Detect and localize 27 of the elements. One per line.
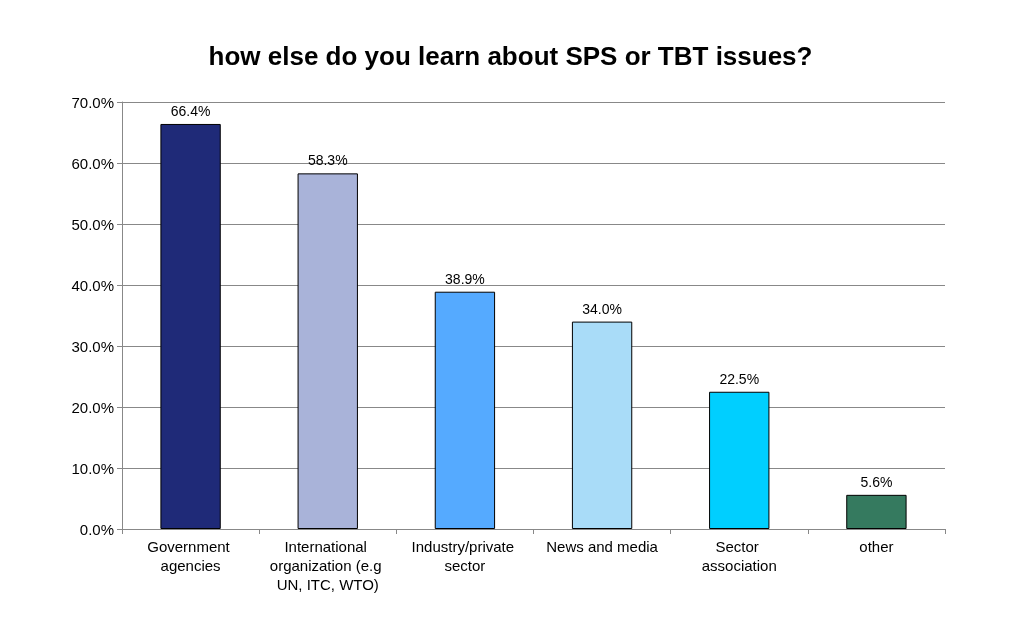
y-tick-label: 30.0% <box>71 337 114 355</box>
chart-title: how else do you learn about SPS or TBT issues? <box>208 41 813 71</box>
bar <box>571 321 633 529</box>
x-tick-label: other <box>859 538 894 555</box>
bar <box>160 123 221 529</box>
y-tick-label: 70.0% <box>71 93 114 111</box>
bar <box>709 391 770 529</box>
x-tick-label: News and media <box>546 538 659 555</box>
y-tick-label: 60.0% <box>71 154 114 172</box>
x-tick-label: International organization (e.g UN, ITC, WTO) <box>269 538 386 593</box>
data-label: 5.6% <box>860 473 893 490</box>
data-label: 38.9% <box>445 270 485 287</box>
data-label: 34.0% <box>582 300 622 317</box>
y-tick-label: 0.0% <box>79 520 114 538</box>
bar <box>297 173 358 529</box>
y-tick-label: 40.0% <box>71 276 114 294</box>
x-tick-label: Government agencies <box>147 538 234 574</box>
y-tick-label: 50.0% <box>71 215 114 233</box>
x-tick-label: Sector association <box>701 538 777 574</box>
data-label: 22.5% <box>719 370 760 387</box>
data-label: 58.3% <box>307 152 348 169</box>
x-tick-label: Industry/private sector <box>411 538 519 574</box>
bar <box>434 291 496 529</box>
bar <box>846 494 907 529</box>
data-label: 66.4% <box>170 102 211 119</box>
y-tick-label: 20.0% <box>71 398 114 416</box>
y-tick-label: 10.0% <box>71 459 114 477</box>
